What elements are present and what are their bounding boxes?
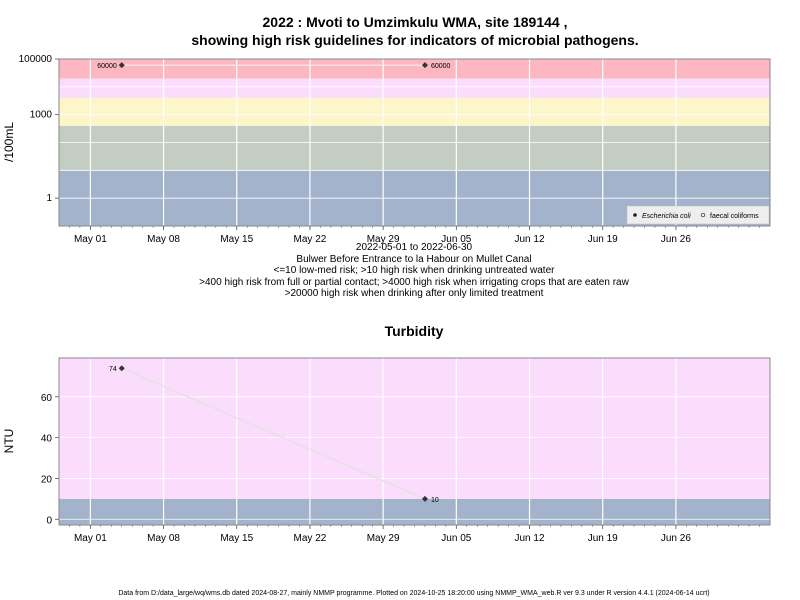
x-tick-label: May 29 (367, 533, 400, 544)
x-tick-label: May 01 (74, 533, 107, 544)
legend-box (626, 205, 770, 225)
chart2-y-axis-label: NTU (2, 429, 16, 454)
guideline-line-3: >20000 high risk when drinking after onl… (285, 288, 544, 299)
risk-band (59, 97, 770, 126)
y-axis-ticks: 1 1000 100000 (19, 54, 59, 204)
x-tick-label: Jun 05 (441, 533, 471, 544)
x-tick-label: May 08 (147, 234, 180, 245)
legend-faecal-marker (700, 212, 706, 218)
risk-band (59, 59, 770, 79)
chart2-title: Turbidity (385, 323, 444, 339)
turbidity-bands (59, 358, 770, 525)
x-tick-label: Jun 19 (588, 234, 618, 245)
ecoli-point (118, 62, 125, 69)
x-tick-label: May 01 (74, 234, 107, 245)
legend-faecal-label: faecal coliforms (710, 213, 759, 220)
data-marks: 60000 60000 (97, 62, 451, 70)
legend: Escherichia coli faecal coliforms (626, 205, 770, 225)
turbidity-series-line (121, 367, 426, 500)
guideline-line-1: <=10 low-med risk; >10 high risk when dr… (274, 265, 556, 276)
turbidity-point (421, 495, 428, 502)
risk-band (59, 78, 770, 98)
turbidity-band (59, 358, 770, 499)
legend-ecoli-label: Escherichia coli (642, 213, 691, 220)
ecoli-value-label: 60000 (431, 63, 451, 70)
y-tick-label: 1 (46, 193, 52, 204)
ecoli-value-label: 60000 (97, 63, 117, 70)
footer-note: Data from D:/data_large/wq/wms.db dated … (118, 590, 709, 597)
x-axis-ticks: May 01 May 08 May 15 May 22 May 29 Jun 05 Jun … (69, 226, 760, 245)
turbidity-point (118, 365, 125, 372)
x-tick-label: May 22 (294, 234, 327, 245)
x-tick-label: May 15 (220, 533, 253, 544)
y-tick-label: 100000 (19, 54, 53, 65)
x-tick-label: May 29 (367, 234, 400, 245)
y-tick-label: 1000 (30, 110, 53, 121)
y-tick-label: 0 (46, 515, 52, 526)
microbial-plot: 60000 60000 1 1000 100000 May 01 May 08 May 1… (2, 54, 771, 245)
y-tick-label: 20 (41, 474, 53, 485)
grid-lines (59, 358, 770, 525)
turbidity-band (59, 498, 770, 525)
guideline-line-2: >400 high risk from full or partial cont… (199, 277, 629, 288)
turbidity-value-label: 10 (431, 497, 439, 504)
y-tick-label: 60 (41, 393, 53, 404)
x-tick-label: May 22 (294, 533, 327, 544)
legend-ecoli-marker (633, 213, 637, 217)
x-tick-label: Jun 05 (441, 234, 471, 245)
x-axis-ticks: May 01 May 08 May 15 May 22 May 29 Jun 05 Jun … (69, 525, 760, 544)
x-tick-label: Jun 19 (588, 533, 618, 544)
y-axis-ticks: 0 20 40 60 (41, 393, 59, 526)
data-marks: 74 10 (109, 365, 439, 504)
x-tick-label: May 15 (220, 234, 253, 245)
x-tick-label: Jun 12 (514, 533, 544, 544)
date-range-line: 2022-05-01 to 2022-06-30 (356, 242, 473, 253)
x-tick-label: Jun 12 (514, 234, 544, 245)
risk-band (59, 125, 770, 171)
chart1-title-line1: 2022 : Mvoti to Umzimkulu WMA, site 1891… (263, 14, 568, 30)
site-name-line: Bulwer Before Entrance to la Habour on M… (296, 254, 531, 265)
x-tick-label: Jun 26 (661, 234, 691, 245)
y-tick-label: 40 (41, 434, 53, 445)
x-tick-label: May 08 (147, 533, 180, 544)
chart1-y-axis-label: /100mL (2, 122, 16, 162)
x-tick-label: Jun 26 (661, 533, 691, 544)
ecoli-point (421, 62, 428, 69)
chart1-title-line2: showing high risk guidelines for indicat… (191, 32, 638, 48)
turbidity-value-label: 74 (109, 366, 117, 373)
